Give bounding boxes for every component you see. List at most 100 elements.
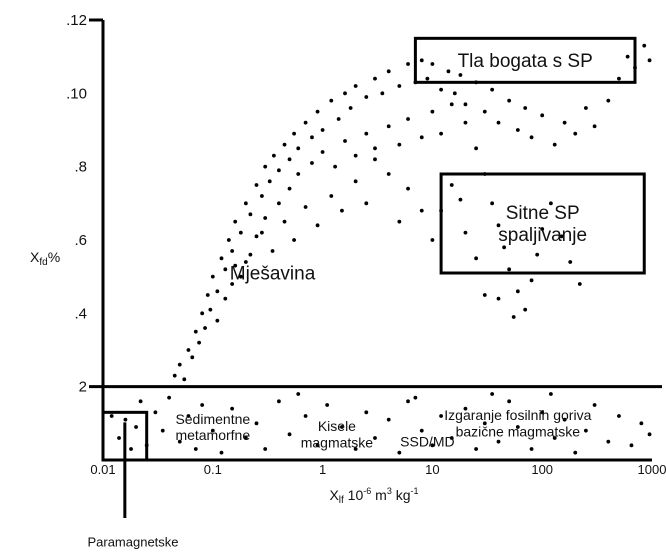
data-point-0-6	[144, 443, 149, 448]
data-point-0-69	[210, 274, 215, 279]
data-point-0-41	[515, 425, 520, 429]
x-axis-title: Xlf 10-6 m3 kg-1	[329, 486, 418, 506]
data-point-0-189	[303, 205, 308, 209]
region-label-4-line-0: Kisele	[318, 418, 356, 434]
x-tick-label-3: 10	[425, 462, 439, 477]
data-point-0-8	[160, 428, 165, 433]
data-point-0-75	[233, 219, 238, 224]
data-point-0-23	[315, 443, 320, 448]
data-point-0-98	[364, 95, 369, 99]
data-point-0-160	[507, 267, 512, 272]
data-point-0-118	[515, 128, 520, 132]
data-point-0-143	[343, 139, 347, 143]
data-point-0-101	[386, 69, 391, 74]
y-tick-label-5: .12	[66, 12, 87, 29]
data-point-0-165	[540, 227, 545, 231]
data-point-0-32	[419, 428, 424, 433]
data-point-0-22	[303, 414, 308, 418]
data-point-0-138	[287, 186, 292, 191]
data-point-0-12	[193, 447, 198, 451]
data-point-0-158	[496, 223, 501, 228]
data-point-0-140	[310, 161, 314, 165]
data-point-0-167	[559, 234, 564, 239]
data-point-0-196	[233, 263, 238, 268]
data-point-0-136	[263, 216, 268, 220]
data-point-0-19	[263, 447, 268, 451]
region-label-7-line-0: Paramagnetske	[87, 535, 178, 550]
data-point-0-11	[186, 414, 191, 418]
data-point-0-159	[502, 245, 507, 250]
data-point-0-63	[193, 329, 198, 334]
data-point-0-79	[254, 183, 259, 187]
data-point-0-188	[315, 223, 320, 228]
data-point-0-65	[200, 311, 205, 316]
data-point-0-130	[633, 65, 637, 70]
data-point-0-47	[583, 428, 588, 433]
data-point-0-170	[496, 296, 501, 301]
data-point-0-96	[348, 106, 353, 110]
y-axis-title: Xfd%	[30, 249, 60, 268]
data-point-0-181	[397, 219, 402, 224]
y-tick-label-3: .8	[74, 159, 87, 176]
region-label-3-line-0: Sedimentne	[175, 411, 250, 427]
data-point-0-78	[248, 212, 253, 217]
data-point-0-146	[373, 146, 377, 151]
data-point-0-52	[639, 421, 644, 426]
data-point-0-151	[430, 109, 435, 114]
data-point-0-102	[397, 84, 402, 88]
data-point-0-173	[474, 256, 478, 261]
data-point-0-123	[562, 120, 567, 125]
data-point-0-87	[292, 131, 296, 136]
data-point-0-105	[419, 58, 424, 63]
data-point-0-25	[340, 425, 344, 429]
data-point-0-197	[223, 296, 228, 301]
data-point-0-7	[153, 410, 158, 415]
data-point-0-162	[523, 307, 528, 312]
region-label-2-line-0: Mješavina	[230, 264, 316, 285]
data-point-0-108	[439, 87, 443, 92]
data-point-0-50	[617, 414, 621, 418]
data-point-0-43	[540, 410, 545, 415]
data-point-0-148	[397, 142, 402, 147]
data-point-0-114	[482, 109, 487, 114]
data-point-0-16	[230, 406, 235, 411]
data-point-0-195	[238, 274, 243, 279]
data-point-0-21	[287, 432, 292, 437]
data-point-0-59	[177, 362, 182, 367]
data-point-0-36	[463, 406, 468, 411]
region-label-1-line-0: Sitne SP	[506, 203, 580, 224]
data-point-0-53	[647, 432, 652, 437]
data-point-0-161	[515, 289, 520, 294]
data-point-0-26	[353, 447, 358, 451]
data-point-0-37	[474, 447, 478, 451]
data-point-0-58	[172, 373, 177, 378]
data-point-0-13	[200, 403, 205, 407]
data-point-0-70	[215, 289, 220, 294]
data-point-0-126	[592, 124, 597, 129]
region-label-0-line-0: Tla bogata s SP	[458, 51, 593, 72]
data-point-0-1	[117, 436, 121, 440]
data-point-0-198	[215, 318, 220, 323]
data-point-0-132	[647, 58, 652, 63]
data-point-0-35	[449, 436, 454, 440]
data-point-0-46	[573, 450, 578, 455]
data-point-0-192	[270, 249, 275, 253]
data-point-0-54	[548, 392, 553, 396]
data-point-0-88	[296, 146, 301, 151]
data-point-0-185	[353, 179, 358, 184]
data-point-0-84	[277, 168, 281, 173]
data-point-0-67	[205, 293, 210, 297]
data-point-0-0	[109, 414, 114, 418]
data-point-0-80	[259, 194, 264, 198]
data-point-0-72	[223, 267, 228, 272]
data-point-0-186	[340, 208, 344, 213]
data-point-0-166	[548, 201, 553, 206]
data-point-0-14	[210, 428, 215, 433]
data-point-0-180	[406, 186, 410, 191]
data-point-0-103	[406, 62, 410, 66]
data-point-0-83	[271, 153, 276, 158]
data-point-0-155	[474, 146, 478, 151]
data-point-0-191	[282, 219, 287, 224]
data-point-0-106	[425, 76, 430, 81]
data-point-0-48	[592, 403, 597, 407]
